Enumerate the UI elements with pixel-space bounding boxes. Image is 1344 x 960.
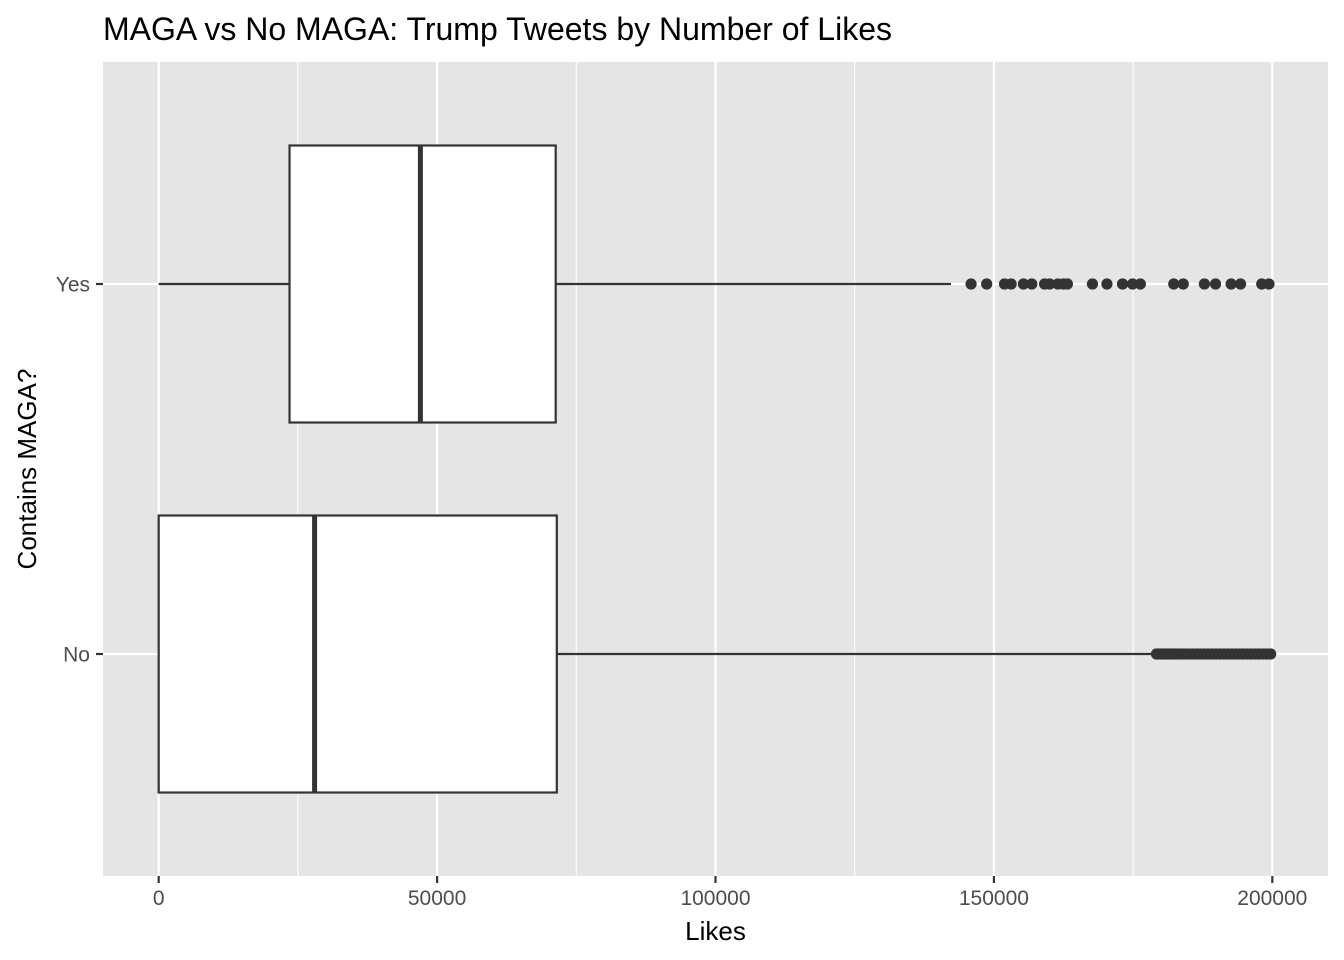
outlier-point — [1043, 278, 1056, 290]
outlier-point — [1126, 278, 1139, 290]
outlier-point — [1134, 278, 1146, 290]
y-axis-title: Contains MAGA? — [12, 369, 42, 570]
outlier-point — [1086, 278, 1099, 290]
outlier-point — [965, 278, 977, 290]
box-yes — [158, 144, 1275, 424]
outlier-point — [1177, 278, 1189, 290]
outlier-point — [1209, 278, 1222, 290]
outlier-point — [1263, 278, 1275, 290]
x-tick-label: 100000 — [680, 887, 750, 910]
outlier-point — [1198, 278, 1210, 290]
outlier-point — [1101, 278, 1113, 290]
outlier-point — [981, 278, 993, 290]
x-tick-label: 0 — [153, 887, 165, 910]
outlier-point — [1026, 278, 1038, 290]
y-tick-label: No — [63, 644, 90, 667]
outlier-point — [1061, 278, 1074, 290]
x-axis-title: Likes — [685, 916, 746, 946]
box-no — [157, 514, 1277, 794]
outlier-point — [1005, 278, 1017, 290]
y-axis: Yes No — [56, 274, 103, 667]
x-tick-label: 200000 — [1237, 887, 1307, 910]
chart-title: MAGA vs No MAGA: Trump Tweets by Number … — [103, 11, 892, 47]
x-tick-label: 150000 — [959, 887, 1029, 910]
box-plots — [157, 144, 1277, 794]
outlier-point — [1234, 278, 1247, 290]
iqr-box — [157, 514, 558, 794]
outlier-point — [1116, 278, 1129, 290]
y-tick-label: Yes — [56, 274, 90, 297]
x-axis: 0 50000 100000 150000 200000 — [153, 876, 1307, 910]
x-tick-label: 50000 — [408, 887, 466, 910]
outlier-point — [1017, 278, 1030, 290]
outlier-point — [1168, 278, 1180, 290]
outlier-point — [1225, 278, 1237, 290]
outlier-point — [1265, 648, 1277, 660]
